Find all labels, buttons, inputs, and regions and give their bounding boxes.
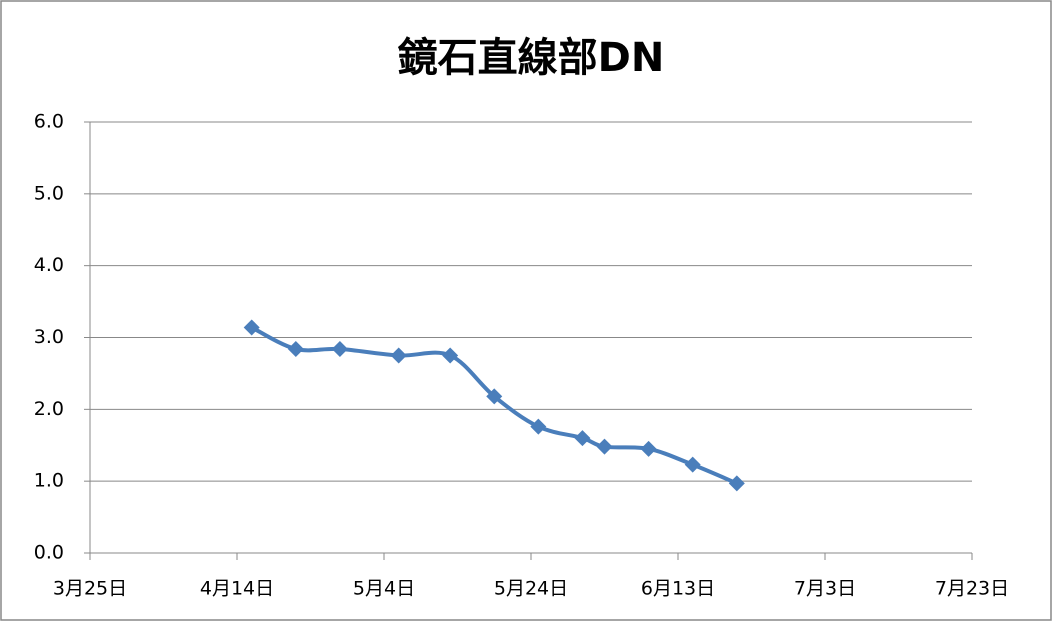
data-point (331, 340, 348, 357)
y-tick-label: 5.0 (34, 182, 64, 204)
y-tick-label: 2.0 (34, 398, 64, 420)
data-point (442, 347, 459, 364)
data-point (574, 430, 591, 447)
x-tick-label: 4月14日 (200, 578, 274, 600)
x-tick-label: 5月4日 (353, 578, 415, 600)
data-point (684, 456, 701, 473)
chart-title: 鏡石直線部DN (398, 35, 665, 81)
data-point (596, 438, 613, 455)
data-point (243, 319, 260, 336)
y-tick-label: 4.0 (34, 254, 64, 276)
data-point (530, 418, 547, 435)
y-tick-label: 0.0 (34, 542, 64, 564)
x-tick-label: 7月23日 (935, 578, 1009, 600)
x-tick-label: 3月25日 (53, 578, 127, 600)
y-tick-label: 6.0 (34, 111, 64, 133)
x-tick-label: 5月24日 (494, 578, 568, 600)
data-point (287, 340, 304, 357)
data-point (390, 347, 407, 364)
x-tick-label: 7月3日 (794, 578, 856, 600)
y-tick-label: 3.0 (34, 326, 64, 348)
data-point (486, 388, 503, 405)
x-tick-label: 6月13日 (641, 578, 715, 600)
y-tick-label: 1.0 (34, 470, 64, 492)
data-point (640, 440, 657, 457)
data-point (728, 475, 745, 492)
